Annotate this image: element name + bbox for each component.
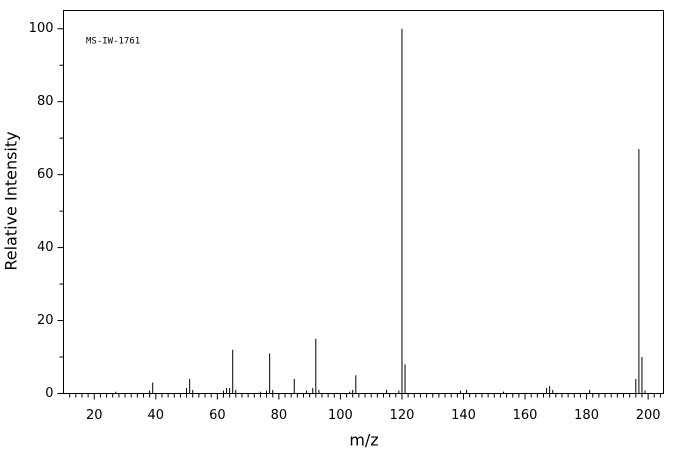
annotation: MS-IW-1761 xyxy=(86,37,140,47)
y-tick-label: 100 xyxy=(29,21,54,36)
x-axis-label: m/z xyxy=(349,431,378,450)
y-tick-label: 40 xyxy=(37,240,54,255)
y-axis-label: Relative Intensity xyxy=(2,131,21,270)
x-tick-label: 140 xyxy=(451,408,476,423)
x-tick-label: 80 xyxy=(271,408,288,423)
x-tick-label: 100 xyxy=(328,408,353,423)
x-tick-label: 200 xyxy=(636,408,661,423)
y-tick-label: 0 xyxy=(45,386,53,401)
x-tick-label: 40 xyxy=(148,408,165,423)
y-tick-label: 80 xyxy=(37,94,54,109)
x-tick-label: 20 xyxy=(86,408,103,423)
y-tick-label: 60 xyxy=(37,167,54,182)
x-tick-label: 120 xyxy=(390,408,415,423)
x-tick-label: 180 xyxy=(574,408,599,423)
y-tick-label: 20 xyxy=(37,313,54,328)
x-tick-label: 60 xyxy=(209,408,226,423)
plot-frame xyxy=(63,10,664,394)
x-tick-label: 160 xyxy=(513,408,538,423)
